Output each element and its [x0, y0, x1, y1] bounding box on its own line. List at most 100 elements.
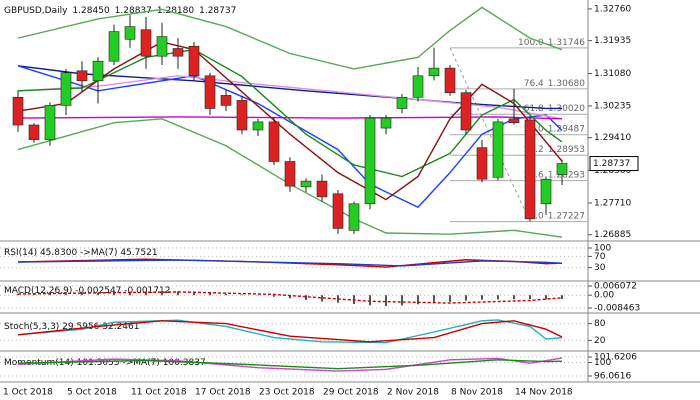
- candle-body: [92, 60, 104, 82]
- fib-label: 76.4 1.30680: [524, 78, 586, 88]
- fib-ratio: 76.4: [524, 78, 544, 88]
- histogram-bar: [161, 291, 163, 296]
- candle-body: [428, 67, 440, 77]
- fib-label: 61.8 1.30020: [524, 104, 586, 114]
- histogram-bar: [561, 295, 563, 300]
- histogram-bar: [113, 292, 115, 296]
- y-tick-label: 100: [594, 244, 611, 254]
- y-tick-label: 1.31080: [594, 69, 631, 79]
- quote-value: 1.28837: [115, 6, 152, 16]
- histogram-bar: [241, 294, 243, 296]
- fib-ratio: 61.8: [524, 104, 544, 114]
- indicator-line: [17, 75, 563, 120]
- fib-diagonal: [449, 47, 531, 222]
- candle-body: [220, 95, 232, 106]
- x-tick-label: 14 Nov 2018: [515, 388, 573, 398]
- candle-body: [124, 26, 136, 40]
- histogram-bar: [97, 292, 99, 296]
- candle-body: [508, 118, 520, 123]
- panel-title: Stoch(5,3,3) 29.5956 32.2461: [4, 322, 139, 332]
- histogram-bar: [65, 293, 67, 296]
- y-tick-label: 100: [594, 358, 611, 368]
- fib-ratio: 100.0: [518, 37, 544, 47]
- histogram-bar: [209, 292, 211, 296]
- panel-title: GBPUSD,Daily 1.28450 1.28837 1.28180 1.28737: [4, 6, 236, 16]
- candle-body: [204, 75, 216, 109]
- histogram-bar: [177, 291, 179, 296]
- x-tick-label: 1 Oct 2018: [3, 388, 53, 398]
- candle-body: [60, 72, 72, 106]
- x-tick-label: 29 Oct 2018: [323, 388, 379, 398]
- histogram-bar: [33, 294, 35, 296]
- x-tick-label: 11 Oct 2018: [131, 388, 187, 398]
- y-tick-label: -0.008463: [594, 304, 640, 314]
- y-tick-label: 0.006072: [594, 282, 637, 292]
- candle-body: [188, 45, 200, 77]
- panel-title-text: Momentum(14) 101.3055 ->MA(7) 100.3837: [4, 358, 206, 368]
- panel-title-text: GBPUSD,Daily: [4, 6, 68, 16]
- candle-body: [252, 121, 264, 131]
- histogram-bar: [305, 295, 307, 301]
- y-tick-label: 1.29410: [594, 133, 631, 143]
- fib-price: 1.31746: [548, 37, 585, 47]
- histogram-bar: [497, 295, 499, 300]
- y-tick-label: 101.6206: [594, 353, 637, 363]
- histogram-bar: [385, 295, 387, 307]
- x-tick-label: 23 Oct 2018: [259, 388, 315, 398]
- indicator-line: [17, 116, 563, 120]
- y-tick-label: 0.00: [594, 291, 614, 301]
- y-tick-label: 70: [594, 252, 606, 262]
- candle-body: [444, 67, 456, 94]
- indicator-line: [17, 359, 563, 370]
- histogram-bar: [273, 295, 275, 297]
- histogram-bar: [225, 293, 227, 296]
- quote-value: 1.28450: [72, 6, 109, 16]
- indicator-line: [17, 41, 563, 201]
- panel-title: Momentum(14) 101.3055 ->MA(7) 100.3837: [4, 358, 206, 368]
- candle-body: [364, 117, 376, 205]
- candle-body: [524, 119, 536, 220]
- candle-body: [316, 180, 328, 198]
- price-tag: [589, 156, 639, 172]
- candle-body: [140, 29, 152, 57]
- histogram-bar: [289, 295, 291, 299]
- panel-title: RSI(14) 45.8300 ->MA(7) 45.7521: [4, 248, 158, 258]
- x-tick-label: 17 Oct 2018: [195, 388, 251, 398]
- fib-price: 1.30020: [548, 104, 585, 114]
- fib-price: 1.27227: [548, 211, 585, 221]
- histogram-bar: [81, 292, 83, 296]
- candle-body: [284, 161, 296, 187]
- quote-value: 1.28737: [199, 6, 236, 16]
- candle-body: [460, 92, 472, 131]
- histogram-bar: [433, 295, 435, 304]
- histogram-bar: [17, 293, 19, 296]
- histogram-bar: [321, 295, 323, 302]
- y-tick-label: 1.31935: [594, 36, 631, 46]
- histogram-bar: [465, 295, 467, 301]
- panel-title: MACD(12,26,9) -0.002547 -0.001712: [4, 286, 170, 296]
- candle-body: [476, 147, 488, 180]
- x-tick-label: 2 Nov 2018: [387, 388, 439, 398]
- histogram-bar: [417, 295, 419, 305]
- y-tick-label: 1.26885: [594, 230, 631, 240]
- y-tick-label: 30: [594, 263, 606, 273]
- indicator-line: [17, 320, 563, 343]
- candle-body: [556, 163, 568, 175]
- y-tick-label: 80: [594, 319, 606, 329]
- candle-body: [300, 180, 312, 188]
- y-tick-label: 1.30235: [594, 101, 631, 111]
- y-tick-label: 96.0616: [594, 372, 631, 382]
- candle-body: [396, 97, 408, 109]
- histogram-bar: [529, 295, 531, 300]
- price-tag-label: 1.28737: [593, 159, 630, 169]
- quote-value: 1.28180: [157, 6, 194, 16]
- fib-ratio: 0.0: [529, 211, 544, 221]
- candle-body: [108, 31, 120, 62]
- y-tick-label: 1.27710: [594, 199, 631, 209]
- candle-body: [156, 36, 168, 57]
- candle-body: [172, 48, 184, 57]
- fib-price: 1.30680: [548, 78, 585, 88]
- indicator-line: [17, 291, 563, 304]
- fib-label: 0.0 1.27227: [529, 211, 585, 221]
